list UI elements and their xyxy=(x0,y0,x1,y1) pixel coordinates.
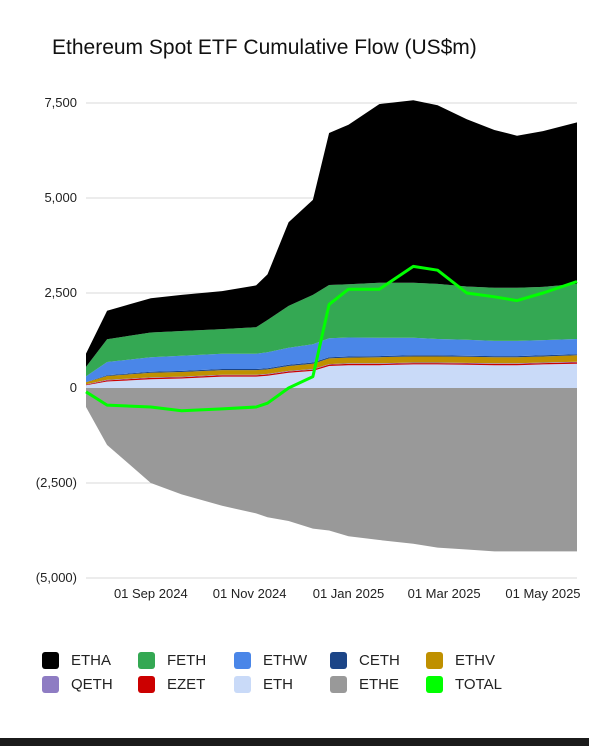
legend-item-feth: FETH xyxy=(138,651,234,669)
x-tick-label: 01 May 2025 xyxy=(505,586,580,601)
y-tick-label: (2,500) xyxy=(36,475,77,490)
series-areas xyxy=(86,100,577,552)
total-line-layer xyxy=(85,264,578,413)
chart-area: 7,500 5,000 2,500 0 (2,500) (5,000) 01 Sep 202… xyxy=(36,95,581,601)
legend-label: ETHE xyxy=(359,675,400,693)
legend-swatch xyxy=(426,651,443,669)
y-tick-label: 0 xyxy=(70,380,77,395)
legend-row: QETH EZET ETH ETHE TOTAL xyxy=(42,672,562,696)
legend-label: CETH xyxy=(359,651,400,669)
legend-swatch xyxy=(330,675,347,693)
legend-item-ezet: EZET xyxy=(138,675,234,693)
legend-item-etha: ETHA xyxy=(42,651,138,669)
legend-swatch xyxy=(138,651,155,669)
legend-swatch xyxy=(138,675,155,693)
legend-item-eth: ETH xyxy=(234,675,330,693)
legend-item-ethe: ETHE xyxy=(330,675,426,693)
x-tick-label: 01 Sep 2024 xyxy=(114,586,188,601)
legend-swatch xyxy=(330,651,347,669)
legend-label: ETHV xyxy=(455,651,496,669)
series-area-ethv xyxy=(86,355,577,385)
x-tick-label: 01 Jan 2025 xyxy=(313,586,385,601)
series-area-ethw xyxy=(86,337,577,383)
axis-labels: 7,500 5,000 2,500 0 (2,500) (5,000) 01 Sep 202… xyxy=(36,95,581,601)
legend-label: QETH xyxy=(71,675,113,693)
y-tick-label: 5,000 xyxy=(44,190,77,205)
navigation-bar xyxy=(0,738,589,746)
legend-label: EZET xyxy=(167,675,206,693)
x-tick-label: 01 Nov 2024 xyxy=(213,586,287,601)
x-tick-label: 01 Mar 2025 xyxy=(408,586,481,601)
legend-row: ETHA FETH ETHW CETH ETHV xyxy=(42,648,562,672)
series-area-eth xyxy=(86,363,577,388)
series-area-feth xyxy=(86,282,577,377)
legend-label: TOTAL xyxy=(455,675,502,693)
series-line-total xyxy=(85,264,578,413)
legend-swatch xyxy=(234,675,251,693)
series-area-ethe xyxy=(86,388,577,552)
legend-item-ethw: ETHW xyxy=(234,651,330,669)
chart-title: Ethereum Spot ETF Cumulative Flow (US$m) xyxy=(52,36,477,59)
y-tick-label: 7,500 xyxy=(44,95,77,110)
series-area-ezet xyxy=(86,362,577,386)
legend-label: ETHW xyxy=(263,651,308,669)
series-area-etha xyxy=(86,100,577,367)
legend-item-total: TOTAL xyxy=(426,675,522,693)
legend-swatch xyxy=(234,651,251,669)
legend-label: FETH xyxy=(167,651,207,669)
legend-label: ETH xyxy=(263,675,293,693)
legend: ETHA FETH ETHW CETH ETHV QETH EZET ETH ETHE TOTAL xyxy=(42,648,562,696)
legend-swatch xyxy=(42,651,59,669)
legend-item-ceth: CETH xyxy=(330,651,426,669)
legend-label: ETHA xyxy=(71,651,112,669)
y-tick-label: 2,500 xyxy=(44,285,77,300)
y-tick-label: (5,000) xyxy=(36,570,77,585)
legend-swatch xyxy=(42,675,59,693)
legend-swatch xyxy=(426,675,443,693)
legend-item-qeth: QETH xyxy=(42,675,138,693)
legend-item-ethv: ETHV xyxy=(426,651,522,669)
